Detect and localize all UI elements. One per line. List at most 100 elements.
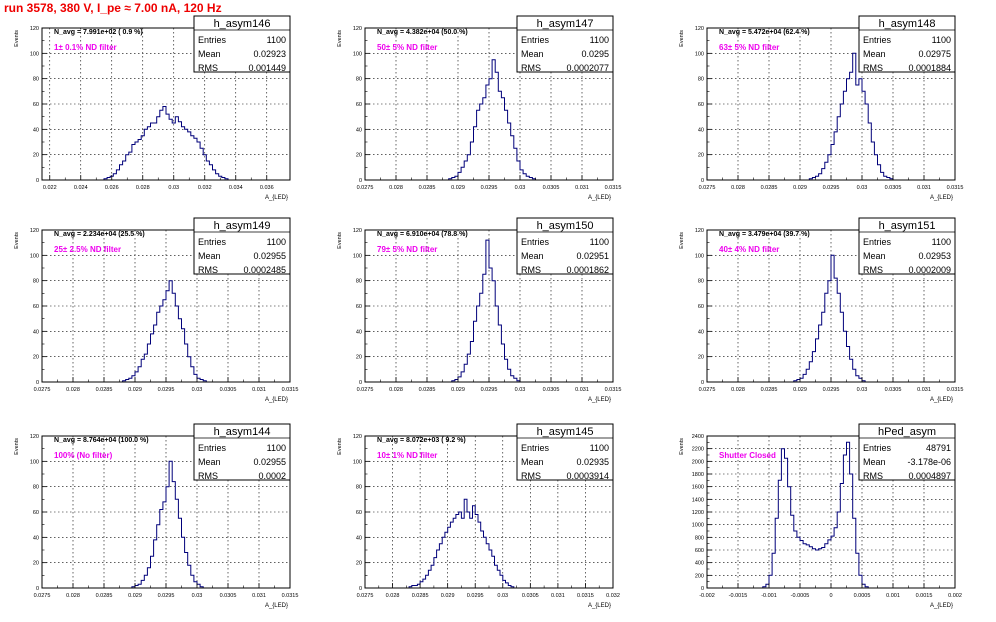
y-tick-label: 0 bbox=[701, 178, 704, 184]
y-tick-label: 60 bbox=[33, 304, 39, 310]
x-tick-label: 0.0305 bbox=[220, 387, 237, 393]
x-tick-label: 0.0285 bbox=[412, 593, 429, 599]
y-axis-label: Events bbox=[14, 232, 20, 249]
y-tick-label: 0 bbox=[701, 586, 704, 592]
x-tick-label: 0.0295 bbox=[158, 387, 175, 393]
y-tick-label: 20 bbox=[356, 355, 362, 361]
histogram-panel-h_asym149: 0.0275 0.028 0.0285 0.029 0.0295 0.03 0.0305 0.… bbox=[14, 217, 298, 403]
x-tick-label: 0.028 bbox=[66, 387, 80, 393]
y-axis-label: Events bbox=[337, 438, 343, 455]
histogram-name: h_asym144 bbox=[214, 426, 271, 438]
y-tick-label: 0 bbox=[359, 380, 362, 386]
y-axis-label: Events bbox=[679, 438, 685, 455]
x-tick-label: 0.029 bbox=[793, 387, 807, 393]
stats-label-entries: Entries bbox=[521, 237, 550, 247]
y-tick-label: 1400 bbox=[692, 497, 704, 503]
y-tick-label: 120 bbox=[30, 434, 39, 440]
stats-value-rms: 0.0002077 bbox=[566, 63, 609, 73]
x-tick-label: 0.032 bbox=[606, 593, 620, 599]
stats-box bbox=[858, 217, 956, 275]
histogram-name: h_asym150 bbox=[537, 220, 594, 232]
histogram-panel-h_asym146: 0.022 0.024 0.026 0.028 0.03 0.032 0.034 0.036 0… bbox=[14, 15, 291, 201]
y-tick-label: 60 bbox=[356, 510, 362, 516]
histogram-name: h_asym149 bbox=[214, 220, 271, 232]
y-tick-label: 2400 bbox=[692, 434, 704, 440]
x-tick-label: 0.03 bbox=[515, 185, 526, 191]
y-tick-label: 40 bbox=[698, 127, 704, 133]
histogram-panel-h_asym145: 0.0275 0.028 0.0285 0.029 0.0295 0.03 0.0305 0.… bbox=[337, 423, 620, 609]
stats-value-entries: 1100 bbox=[590, 237, 609, 247]
x-tick-label: 0.0315 bbox=[605, 185, 622, 191]
y-tick-label: 60 bbox=[356, 102, 362, 108]
y-tick-label: 100 bbox=[695, 253, 704, 259]
x-tick-label: 0.0275 bbox=[34, 593, 51, 599]
histogram-line bbox=[131, 460, 204, 588]
histogram-line bbox=[448, 59, 536, 180]
stats-label-rms: RMS bbox=[521, 63, 541, 73]
x-tick-label: 0.0295 bbox=[467, 593, 484, 599]
x-tick-label: 0.031 bbox=[917, 387, 931, 393]
y-tick-label: 100 bbox=[353, 253, 362, 259]
stats-label-mean: Mean bbox=[521, 251, 544, 261]
x-tick-label: -0.001 bbox=[761, 593, 777, 599]
x-tick-label: 0.026 bbox=[105, 185, 119, 191]
histogram-panel-h_asym147: 0.0275 0.028 0.0285 0.029 0.0295 0.03 0.0305 0.… bbox=[337, 15, 622, 201]
filter-annotation: 50± 5% ND filter bbox=[377, 43, 437, 52]
y-tick-label: 40 bbox=[698, 329, 704, 335]
x-tick-label: 0.029 bbox=[451, 185, 465, 191]
y-tick-label: 20 bbox=[356, 561, 362, 567]
y-tick-label: 120 bbox=[695, 26, 704, 32]
filter-annotation: 40± 4% ND filter bbox=[719, 245, 779, 254]
x-axis-label: A_{LED} bbox=[265, 397, 288, 403]
histogram-line bbox=[793, 254, 866, 382]
navg-label: N_avg = 2.234e+04 (25.5 %) bbox=[54, 231, 145, 238]
stats-label-rms: RMS bbox=[863, 265, 883, 275]
x-tick-label: 0.0295 bbox=[823, 185, 840, 191]
stats-value-mean: 0.0295 bbox=[581, 49, 609, 59]
x-tick-label: 0.03 bbox=[497, 593, 508, 599]
histogram-line bbox=[122, 280, 207, 382]
y-tick-label: 0 bbox=[701, 380, 704, 386]
stats-value-rms: 0.0002009 bbox=[908, 265, 951, 275]
stats-value-rms: 0.0001884 bbox=[908, 63, 951, 73]
filter-annotation: 25± 2.5% ND filter bbox=[54, 245, 121, 254]
x-tick-label: 0.0015 bbox=[916, 593, 933, 599]
y-tick-label: 1800 bbox=[692, 472, 704, 478]
x-tick-label: 0.029 bbox=[441, 593, 455, 599]
x-tick-label: 0.0295 bbox=[481, 387, 498, 393]
stats-value-entries: 1100 bbox=[267, 35, 286, 45]
x-tick-label: 0 bbox=[829, 593, 832, 599]
y-tick-label: 120 bbox=[353, 228, 362, 234]
y-tick-label: 120 bbox=[353, 434, 362, 440]
x-tick-label: 0.031 bbox=[252, 593, 266, 599]
stats-value-entries: 1100 bbox=[590, 443, 609, 453]
y-tick-label: 20 bbox=[698, 355, 704, 361]
x-axis-label: A_{LED} bbox=[588, 195, 611, 201]
y-tick-label: 100 bbox=[353, 51, 362, 57]
histogram-name: h_asym151 bbox=[879, 220, 936, 232]
x-tick-label: 0.0315 bbox=[577, 593, 594, 599]
stats-label-rms: RMS bbox=[863, 63, 883, 73]
y-tick-label: 800 bbox=[695, 535, 704, 541]
x-tick-label: 0.0285 bbox=[419, 387, 436, 393]
y-tick-label: 100 bbox=[30, 253, 39, 259]
filter-annotation: 63± 5% ND filter bbox=[719, 43, 779, 52]
x-tick-label: 0.031 bbox=[252, 387, 266, 393]
x-tick-label: 0.03 bbox=[857, 387, 868, 393]
stats-value-rms: 0.0001862 bbox=[566, 265, 609, 275]
x-tick-label: 0.0285 bbox=[419, 185, 436, 191]
x-tick-label: 0.0275 bbox=[699, 185, 716, 191]
x-tick-label: 0.001 bbox=[886, 593, 900, 599]
x-tick-label: 0.03 bbox=[857, 185, 868, 191]
stats-box bbox=[193, 217, 291, 275]
y-tick-label: 100 bbox=[353, 459, 362, 465]
stats-value-entries: 48791 bbox=[926, 443, 951, 453]
x-tick-label: 0.0275 bbox=[357, 387, 374, 393]
y-tick-label: 120 bbox=[353, 26, 362, 32]
y-axis-label: Events bbox=[679, 30, 685, 47]
histogram-name: h_asym147 bbox=[537, 18, 594, 30]
x-tick-label: 0.0285 bbox=[761, 185, 778, 191]
stats-label-rms: RMS bbox=[198, 63, 218, 73]
stats-label-rms: RMS bbox=[521, 471, 541, 481]
x-tick-label: 0.0285 bbox=[96, 387, 113, 393]
